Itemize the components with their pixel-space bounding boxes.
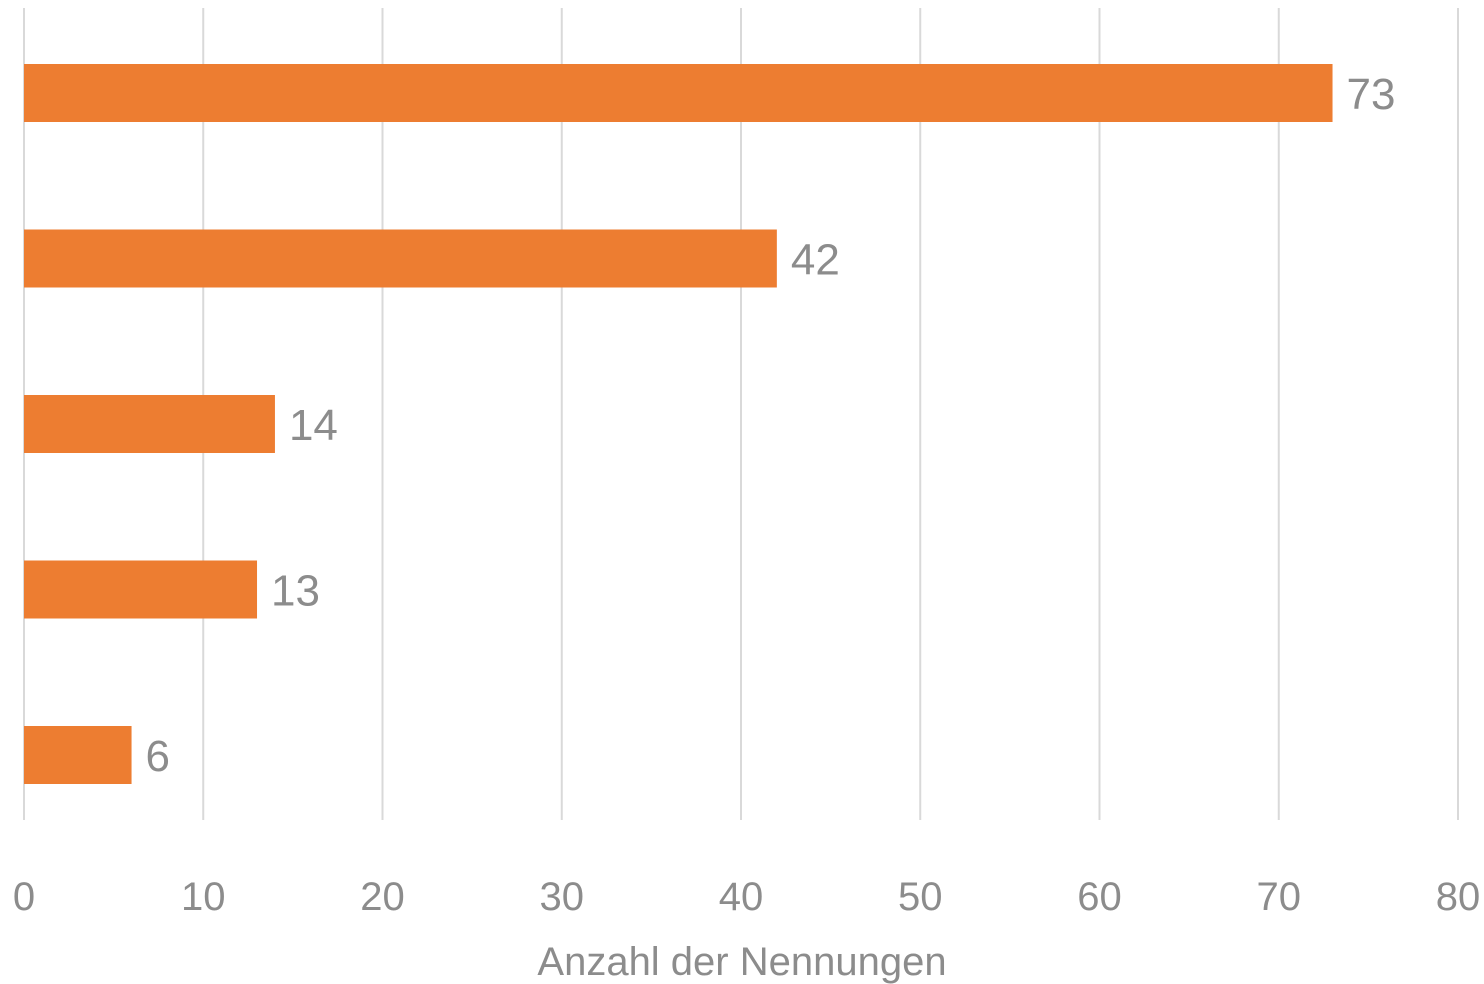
- x-tick-label: 20: [360, 875, 405, 919]
- data-label: 42: [791, 236, 840, 285]
- x-tick-label: 70: [1257, 875, 1302, 919]
- x-axis-title: Anzahl der Nennungen: [537, 940, 946, 984]
- bar: [24, 395, 275, 453]
- x-tick-label: 60: [1077, 875, 1122, 919]
- bar: [24, 64, 1333, 122]
- x-tick-label: 80: [1436, 875, 1481, 919]
- x-axis-ticks: 0 10 20 30 40 50 60 70 80: [13, 875, 1480, 919]
- gridlines: [23, 8, 1459, 820]
- bar: [24, 229, 777, 288]
- data-label: 6: [146, 732, 170, 781]
- x-tick-label: 0: [13, 875, 35, 919]
- data-label: 14: [289, 401, 338, 450]
- data-label: 73: [1347, 70, 1396, 119]
- bars: [24, 64, 1333, 784]
- data-labels: 73 42 14 13 6: [146, 70, 1396, 781]
- x-tick-label: 10: [181, 875, 226, 919]
- data-label: 13: [271, 567, 320, 616]
- x-tick-label: 30: [540, 875, 585, 919]
- bar: [24, 560, 258, 619]
- x-tick-label: 50: [898, 875, 943, 919]
- bar: [24, 726, 132, 784]
- x-tick-label: 40: [719, 875, 764, 919]
